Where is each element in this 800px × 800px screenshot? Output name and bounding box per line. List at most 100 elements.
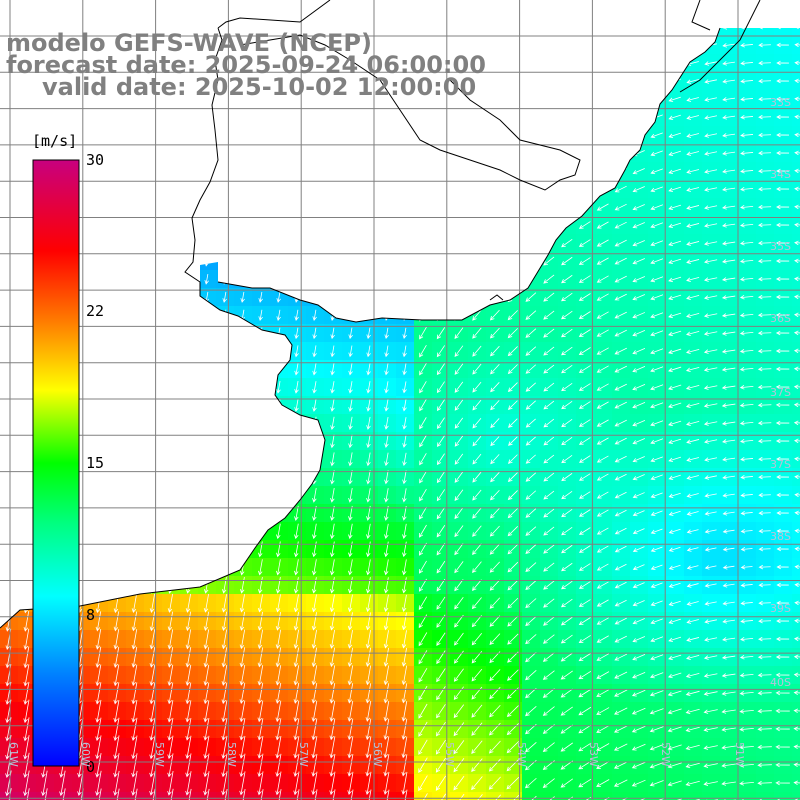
wind-arrow (294, 523, 299, 540)
field-cell (324, 162, 342, 180)
wind-arrow (401, 701, 408, 722)
wind-arrow (436, 129, 445, 142)
wind-arrow (668, 186, 682, 193)
field-cell (144, 432, 162, 450)
wind-arrow (614, 347, 627, 355)
wind-arrow (596, 491, 609, 499)
wind-arrow (402, 274, 407, 285)
field-cell (558, 36, 576, 54)
wind-arrow (632, 258, 645, 265)
field-cell (108, 306, 126, 324)
wind-arrow (525, 741, 537, 753)
wind-arrow (525, 40, 536, 50)
wind-arrow (793, 798, 800, 800)
wind-arrow (293, 559, 299, 576)
wind-arrow (186, 452, 191, 467)
wind-arrow (205, 6, 209, 12)
wind-arrow (543, 526, 555, 536)
field-cell (360, 288, 378, 306)
wind-arrow (258, 398, 263, 412)
field-cell (324, 126, 342, 144)
wind-arrow (490, 400, 500, 411)
wind-arrow (686, 151, 700, 156)
wind-arrow (23, 541, 29, 558)
wind-arrow (293, 771, 300, 796)
wind-arrow (614, 41, 627, 49)
wind-arrow (436, 596, 446, 610)
wind-arrow (222, 452, 227, 467)
wind-arrow (560, 616, 573, 626)
wind-arrow (294, 452, 299, 467)
wind-arrow (23, 523, 29, 540)
wind-arrow (419, 309, 427, 322)
wind-arrow (686, 619, 699, 624)
wind-arrow (275, 665, 282, 686)
wind-arrow (596, 509, 609, 517)
wind-arrow (436, 363, 445, 376)
wind-arrow (348, 559, 353, 576)
wind-arrow (257, 594, 263, 613)
field-cell (108, 288, 126, 306)
wind-arrow (240, 434, 245, 449)
field-cell (180, 414, 198, 432)
field-cell (180, 306, 198, 324)
field-cell (270, 450, 288, 468)
wind-arrow (402, 28, 408, 31)
wind-arrow (561, 509, 573, 518)
wind-arrow (740, 223, 754, 228)
wind-arrow (257, 789, 264, 800)
wind-arrow (686, 241, 700, 246)
wind-arrow (384, 167, 390, 176)
wind-arrow (472, 327, 482, 339)
wind-arrow (347, 612, 353, 631)
field-cell (702, 28, 720, 36)
wind-arrow (794, 78, 800, 84)
field-cell (414, 162, 432, 180)
wind-arrow (132, 309, 137, 322)
wind-arrow (578, 545, 591, 553)
field-cell (774, 28, 792, 36)
wind-arrow (401, 630, 407, 649)
field-cell (360, 162, 378, 180)
wind-arrow (383, 630, 389, 649)
field-cell (234, 522, 252, 540)
field-cell (234, 468, 252, 486)
field-cell (234, 540, 252, 558)
field-cell (522, 90, 540, 108)
field-cell (144, 126, 162, 144)
wind-arrow (614, 203, 627, 211)
wind-arrow (186, 523, 191, 540)
wind-arrow (596, 41, 609, 49)
wind-arrow (489, 615, 501, 627)
wind-arrow (240, 380, 245, 394)
wind-arrow (204, 398, 209, 413)
field-cell (198, 540, 216, 558)
wind-arrow (721, 727, 736, 732)
wind-arrow (384, 452, 389, 467)
wind-arrow (42, 149, 48, 158)
wind-arrow (402, 256, 408, 267)
wind-arrow (131, 753, 138, 778)
wind-arrow (437, 28, 445, 33)
field-cell (378, 162, 396, 180)
field-cell (288, 126, 306, 144)
field-cell (558, 108, 576, 126)
field-cell (108, 270, 126, 288)
wind-arrow (578, 347, 591, 355)
wind-arrow (240, 416, 245, 431)
field-cell (540, 162, 558, 180)
wind-arrow (543, 616, 555, 626)
field-cell (108, 414, 126, 432)
wind-arrow (203, 541, 209, 558)
wind-arrow (366, 256, 372, 267)
wind-arrow (776, 510, 789, 516)
wind-arrow (758, 564, 771, 570)
wind-arrow (25, 6, 29, 12)
wind-arrow (490, 472, 500, 483)
wind-arrow (525, 598, 537, 609)
field-cell (630, 28, 648, 36)
wind-arrow (507, 238, 518, 249)
field-cell (792, 28, 800, 36)
wind-arrow (348, 274, 353, 285)
wind-arrow (596, 131, 609, 139)
